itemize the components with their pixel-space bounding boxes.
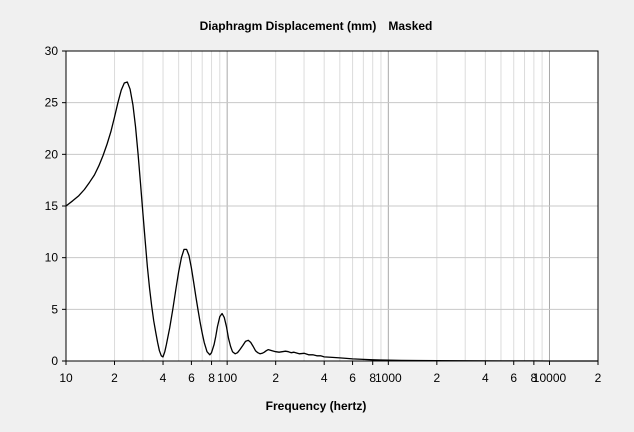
y-tick-label: 0 (51, 354, 58, 368)
x-tick-label: 6 (188, 371, 195, 385)
y-tick-labels: 0 5 10 15 20 25 30 (45, 44, 66, 368)
x-tick-label: 4 (321, 371, 328, 385)
x-tick-label: 2 (111, 371, 118, 385)
x-tick-label: 4 (160, 371, 167, 385)
y-tick-label: 5 (51, 302, 58, 316)
x-tick-label: 8 (208, 371, 215, 385)
series-group (65, 81, 598, 362)
x-tick-label: 10 (59, 371, 73, 385)
x-axis-label: Frequency (hertz) (266, 399, 367, 413)
y-tick-label: 20 (45, 147, 59, 161)
chart-status: Masked (388, 19, 432, 33)
x-tick-label: 6 (510, 371, 517, 385)
chart-title: Diaphragm Displacement (mm) (200, 19, 377, 33)
x-tick-label: 6 (349, 371, 356, 385)
y-tick-label: 25 (45, 96, 59, 110)
x-tick-label: 1000 (375, 371, 402, 385)
chart-title-row: Diaphragm Displacement (mm) Masked (200, 19, 433, 33)
x-tick-label: 2 (272, 371, 279, 385)
y-tick-label: 30 (45, 44, 59, 58)
x-tick-label: 2 (595, 371, 602, 385)
x-tick-label: 2 (433, 371, 440, 385)
y-tick-label: 10 (45, 251, 59, 265)
x-tick-label: 100 (217, 371, 237, 385)
displacement-curve (65, 81, 598, 362)
x-tick-label: 10000 (533, 371, 567, 385)
grid-lines (66, 51, 598, 361)
y-tick-label: 15 (45, 199, 59, 213)
x-tick-label: 4 (482, 371, 489, 385)
x-tick-label: 8 (369, 371, 376, 385)
x-tick-label: 8 (531, 371, 538, 385)
